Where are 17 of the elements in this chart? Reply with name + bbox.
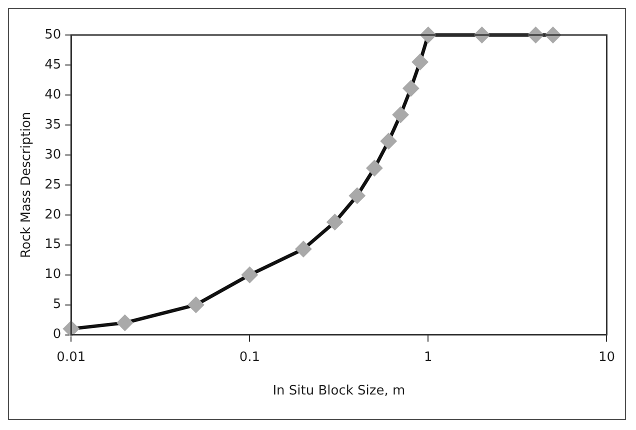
y-tick-label: 50 <box>44 27 62 42</box>
x-tick-label: 10 <box>598 350 615 365</box>
x-axis-title: In Situ Block Size, m <box>272 384 406 399</box>
y-tick-label: 40 <box>44 87 62 102</box>
y-tick-label: 5 <box>52 297 62 312</box>
y-tick-label: 30 <box>44 147 62 162</box>
y-tick-label: 20 <box>44 207 62 222</box>
y-tick-label: 0 <box>52 327 62 342</box>
y-tick-label: 15 <box>44 237 62 252</box>
x-tick-label: 1 <box>424 350 432 365</box>
y-tick-label: 45 <box>44 57 62 72</box>
x-tick-label: 0.1 <box>239 350 260 365</box>
y-tick-label: 35 <box>44 117 62 132</box>
y-axis-title: Rock Mass Description <box>19 112 34 258</box>
y-tick-label: 10 <box>44 267 62 282</box>
x-tick-label: 0.01 <box>56 350 86 365</box>
y-tick-label: 25 <box>44 177 62 192</box>
